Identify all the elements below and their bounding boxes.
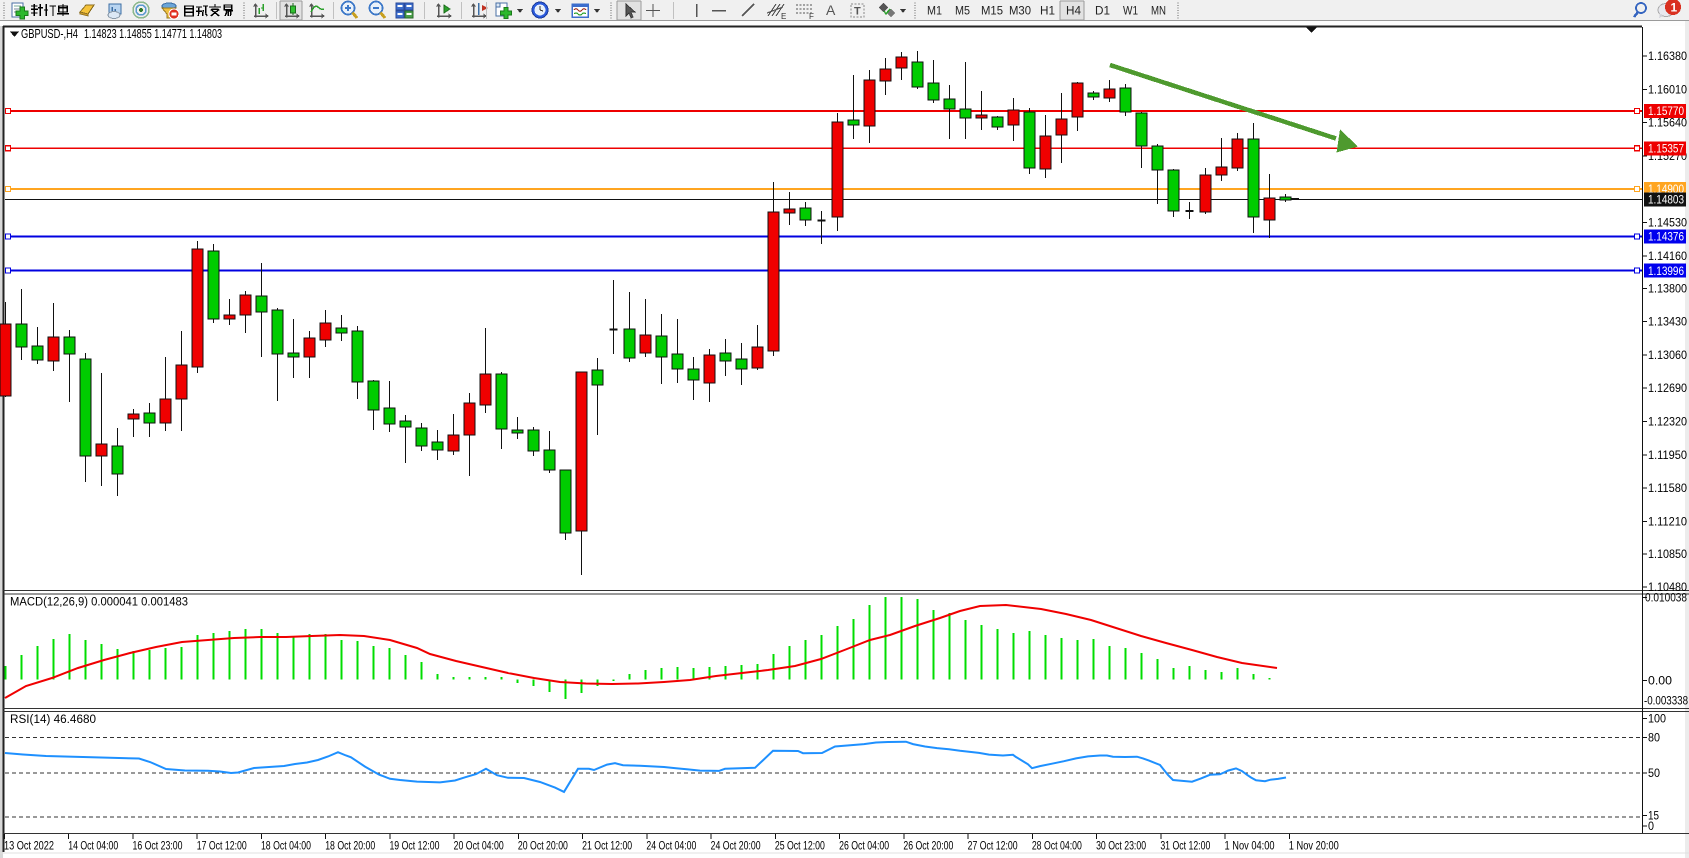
svg-text:MACD(12,26,9) 0.000041 0.00148: MACD(12,26,9) 0.000041 0.001483 (10, 597, 188, 609)
svg-text:RSI(14) 46.4680: RSI(14) 46.4680 (10, 714, 96, 726)
svg-text:17 Oct 12:00: 17 Oct 12:00 (197, 839, 247, 853)
svg-text:19 Oct 12:00: 19 Oct 12:00 (389, 839, 439, 853)
svg-text:1.13060: 1.13060 (1648, 350, 1687, 362)
svg-text:T: T (854, 6, 861, 18)
svg-text:24 Oct 20:00: 24 Oct 20:00 (711, 839, 761, 853)
svg-text:30 Oct 23:00: 30 Oct 23:00 (1096, 839, 1146, 853)
svg-text:50: 50 (1648, 768, 1660, 780)
svg-text:-0.003338: -0.003338 (1644, 696, 1688, 708)
svg-text:M30: M30 (1009, 6, 1031, 18)
svg-text:1.16380: 1.16380 (1648, 51, 1687, 63)
svg-text:1.15357: 1.15357 (1648, 144, 1684, 156)
svg-text:1 Nov 20:00: 1 Nov 20:00 (1289, 839, 1339, 853)
svg-text:26 Oct 20:00: 26 Oct 20:00 (903, 839, 953, 853)
svg-text:0.010038: 0.010038 (1645, 593, 1687, 605)
svg-text:MN: MN (1151, 6, 1166, 18)
svg-text:1.15770: 1.15770 (1648, 106, 1684, 118)
svg-text:16 Oct 23:00: 16 Oct 23:00 (132, 839, 182, 853)
svg-text:1.13996: 1.13996 (1648, 266, 1684, 278)
svg-text:24 Oct 04:00: 24 Oct 04:00 (646, 839, 696, 853)
svg-text:0: 0 (1648, 821, 1654, 833)
svg-text:1.14160: 1.14160 (1648, 251, 1687, 263)
svg-text:E: E (781, 12, 786, 21)
svg-text:20 Oct 20:00: 20 Oct 20:00 (518, 839, 568, 853)
svg-text:26 Oct 04:00: 26 Oct 04:00 (839, 839, 889, 853)
svg-text:20 Oct 04:00: 20 Oct 04:00 (454, 839, 504, 853)
svg-text:H4: H4 (1066, 6, 1082, 18)
svg-text:1.14530: 1.14530 (1648, 218, 1687, 230)
svg-text:13 Oct 2022: 13 Oct 2022 (4, 839, 54, 853)
svg-text:31 Oct 12:00: 31 Oct 12:00 (1160, 839, 1210, 853)
svg-text:1.14376: 1.14376 (1648, 232, 1684, 244)
svg-text:W1: W1 (1123, 6, 1138, 18)
svg-text:100: 100 (1648, 713, 1666, 725)
svg-text:D1: D1 (1095, 6, 1110, 18)
svg-text:15: 15 (1648, 811, 1659, 823)
svg-text:1.10850: 1.10850 (1648, 549, 1687, 561)
svg-text:1.14803: 1.14803 (1648, 195, 1684, 207)
svg-text:1.12320: 1.12320 (1648, 417, 1687, 429)
svg-text:1: 1 (1671, 1, 1678, 15)
svg-text:1.11580: 1.11580 (1648, 483, 1687, 495)
svg-text:1.14823 1.14855 1.14771 1.1480: 1.14823 1.14855 1.14771 1.14803 (84, 26, 222, 41)
svg-text:28 Oct 04:00: 28 Oct 04:00 (1032, 839, 1082, 853)
svg-text:1 Nov 04:00: 1 Nov 04:00 (1225, 839, 1275, 853)
svg-text:1.16010: 1.16010 (1648, 84, 1687, 96)
svg-text:A: A (826, 2, 836, 18)
svg-text:27 Oct 12:00: 27 Oct 12:00 (968, 839, 1018, 853)
svg-text:0.00: 0.00 (1648, 676, 1672, 688)
svg-text:M15: M15 (981, 6, 1003, 18)
svg-text:18 Oct 04:00: 18 Oct 04:00 (261, 839, 311, 853)
svg-text:GBPUSD-,H4: GBPUSD-,H4 (21, 26, 78, 41)
svg-text:18 Oct 20:00: 18 Oct 20:00 (325, 839, 375, 853)
svg-text:1.11950: 1.11950 (1648, 450, 1687, 462)
svg-text:M1: M1 (927, 6, 942, 18)
svg-text:14 Oct 04:00: 14 Oct 04:00 (68, 839, 118, 853)
svg-text:1.15640: 1.15640 (1648, 118, 1687, 130)
svg-text:25 Oct 12:00: 25 Oct 12:00 (775, 839, 825, 853)
svg-text:1.12690: 1.12690 (1648, 383, 1687, 395)
svg-text:1.10480: 1.10480 (1648, 582, 1687, 594)
svg-text:21 Oct 12:00: 21 Oct 12:00 (582, 839, 632, 853)
svg-text:F: F (809, 12, 814, 21)
svg-text:80: 80 (1648, 733, 1660, 745)
svg-text:H1: H1 (1040, 6, 1055, 18)
svg-text:1.13800: 1.13800 (1648, 283, 1687, 295)
svg-text:1.11210: 1.11210 (1648, 516, 1687, 528)
svg-text:M5: M5 (955, 6, 970, 18)
svg-text:1.13430: 1.13430 (1648, 317, 1687, 329)
